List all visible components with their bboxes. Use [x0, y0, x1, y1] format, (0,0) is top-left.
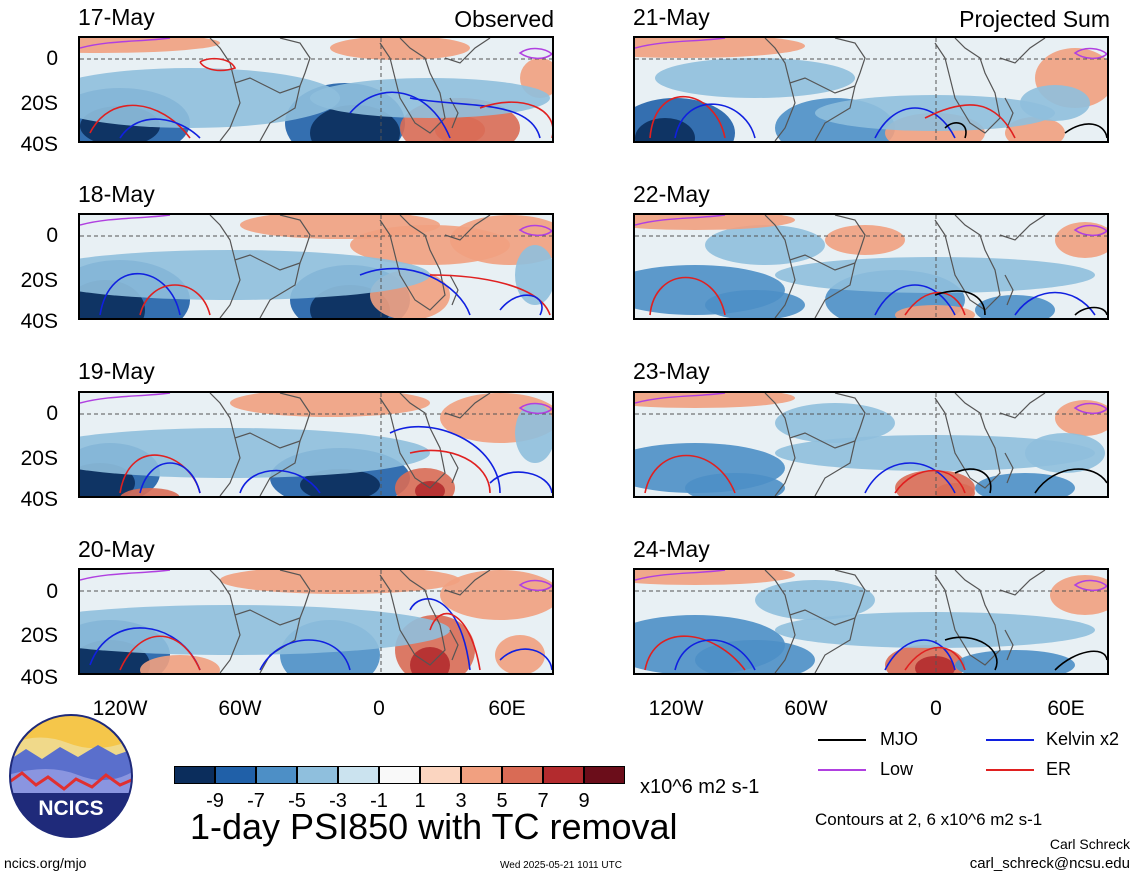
map-panel-23-may [633, 391, 1109, 498]
lon-label: 120W [648, 697, 704, 720]
legend-label-er: ER [1046, 759, 1072, 779]
legend-swatch-mjo [818, 739, 866, 741]
author-email: carl_schreck@ncsu.edu [969, 855, 1130, 872]
map-panel-22-may [633, 213, 1109, 320]
colorbar-swatch [256, 766, 297, 784]
date-label-24-may: 24-May [633, 536, 710, 562]
legend-swatch-er [986, 769, 1034, 771]
lat-label: 20S [20, 269, 58, 292]
contours-note: Contours at 2, 6 x10^6 m2 s-1 [815, 810, 1043, 829]
lon-label: 60E [1047, 697, 1085, 720]
map-panel-19-may [78, 391, 554, 498]
colorbar-tick-label: 3 [455, 790, 467, 812]
colorbar-tick-label: -1 [370, 790, 388, 812]
colorbar-swatch [420, 766, 461, 784]
date-label-19-may: 19-May [78, 358, 155, 384]
date-label-22-may: 22-May [633, 181, 710, 207]
lat-label: 20S [20, 624, 58, 647]
date-label-17-may: 17-May [78, 4, 155, 30]
legend-label-kelvin: Kelvin x2 [1046, 729, 1120, 749]
legend-label-mjo: MJO [880, 729, 918, 749]
date-label-21-may: 21-May [633, 4, 710, 30]
lat-label: 20S [20, 447, 58, 470]
map-panel-17-may [78, 36, 554, 143]
legend-swatch-low [818, 769, 866, 771]
source-url: ncics.org/mjo [4, 855, 87, 871]
map-panel-21-may [633, 36, 1109, 143]
colorbar-tick-label: 1 [414, 790, 426, 812]
lat-label: 0 [46, 224, 58, 247]
colorbar-swatch [174, 766, 215, 784]
colorbar-swatch [461, 766, 502, 784]
colorbar-swatch [502, 766, 543, 784]
date-label-18-may: 18-May [78, 181, 155, 207]
colorbar-tick-label: -7 [247, 790, 265, 812]
lon-label: 120W [92, 697, 148, 720]
colorbar-swatch [297, 766, 338, 784]
logo-text: NCICS [38, 797, 104, 820]
lon-label: 0 [373, 697, 385, 720]
colorbar-swatch [338, 766, 379, 784]
lat-label: 40S [20, 310, 58, 333]
lon-label: 60W [218, 697, 262, 720]
map-panel-18-may [78, 213, 554, 320]
colorbar-tick-label: -3 [329, 790, 347, 812]
lon-label: 0 [930, 697, 942, 720]
colorbar-tick-label: 5 [496, 790, 508, 812]
colorbar-swatch [584, 766, 625, 784]
colorbar-tick-label: 9 [578, 790, 590, 812]
lon-label: 60E [488, 697, 526, 720]
map-panel-20-may [78, 568, 554, 675]
projected-sum-header: Projected Sum [959, 6, 1110, 32]
figure-title: 1-day PSI850 with TC removal [190, 806, 678, 847]
colorbar-swatch [379, 766, 420, 784]
lat-label: 20S [20, 92, 58, 115]
lat-label: 0 [46, 580, 58, 603]
lat-label: 0 [46, 47, 58, 70]
timestamp: Wed 2025-05-21 1011 UTC [500, 860, 622, 871]
legend-label-low: Low [880, 759, 914, 779]
colorbar-units: x10^6 m2 s-1 [640, 776, 760, 798]
legend-swatch-kelvin [986, 739, 1034, 741]
lat-label: 40S [20, 133, 58, 156]
colorbar-tick-label: -9 [206, 790, 224, 812]
colorbar-swatch [215, 766, 256, 784]
map-panel-24-may [633, 568, 1109, 675]
author-name: Carl Schreck [1049, 836, 1130, 852]
lon-label: 60W [784, 697, 828, 720]
lat-label: 40S [20, 488, 58, 511]
observed-header: Observed [454, 6, 554, 32]
date-label-20-may: 20-May [78, 536, 155, 562]
colorbar-tick-label: 7 [537, 790, 549, 812]
colorbar-tick-label: -5 [288, 790, 306, 812]
lat-label: 40S [20, 666, 58, 689]
date-label-23-may: 23-May [633, 358, 710, 384]
colorbar-swatch [543, 766, 584, 784]
ncics-logo: NCICS [8, 713, 134, 839]
lat-label: 0 [46, 402, 58, 425]
